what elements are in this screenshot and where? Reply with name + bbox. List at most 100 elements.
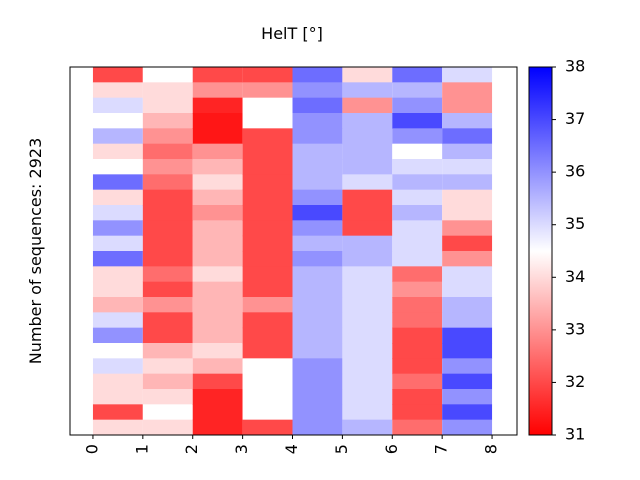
- heatmap-cell: [292, 297, 343, 313]
- heatmap-cell: [142, 159, 193, 175]
- heatmap-cell: [442, 220, 493, 237]
- heatmap-cell: [142, 205, 193, 221]
- heatmap-cell: [142, 281, 193, 298]
- colorbar-tick-label: 32: [565, 372, 585, 391]
- heatmap-cell: [342, 358, 393, 375]
- heatmap-cell: [142, 97, 193, 114]
- heatmap-cell: [342, 220, 393, 237]
- heatmap-cell: [392, 419, 443, 436]
- heatmap-cell: [142, 266, 193, 283]
- heatmap-cell: [92, 373, 143, 390]
- heatmap-cell: [242, 159, 293, 175]
- heatmap-cell: [192, 327, 243, 344]
- heatmap-cell: [142, 174, 193, 191]
- colorbar-tick-label: 37: [565, 109, 585, 128]
- heatmap-cell: [442, 205, 493, 221]
- heatmap-cell: [92, 113, 143, 129]
- heatmap-cell: [442, 174, 493, 191]
- heatmap-cell: [242, 266, 293, 283]
- heatmap-cell: [292, 266, 343, 283]
- heatmap-cell: [92, 312, 143, 329]
- heatmap-cell: [92, 143, 143, 160]
- heatmap-cell: [192, 189, 243, 206]
- heatmap-cell: [292, 113, 343, 129]
- heatmap-cell: [392, 281, 443, 298]
- heatmap-cell: [142, 189, 193, 206]
- heatmap-cell: [242, 189, 293, 206]
- heatmap-cell: [142, 373, 193, 390]
- heatmap-cell: [292, 128, 343, 145]
- heatmap-cell: [192, 97, 243, 114]
- heatmap-cell: [192, 297, 243, 313]
- heatmap-cell: [142, 67, 193, 83]
- heatmap-cell: [342, 97, 393, 114]
- heatmap-cell: [342, 251, 393, 267]
- chart-title: HelT [°]: [261, 24, 323, 43]
- heatmap-cell: [442, 113, 493, 129]
- heatmap-cell: [442, 419, 493, 436]
- colorbar-tick-label: 36: [565, 162, 585, 181]
- heatmap-cell: [392, 251, 443, 267]
- heatmap-cell: [342, 404, 393, 421]
- heatmap-cell: [242, 113, 293, 129]
- x-tick-label: 1: [132, 444, 151, 454]
- heatmap-cell: [142, 389, 193, 405]
- heatmap-cell: [342, 159, 393, 175]
- heatmap-cell: [392, 343, 443, 359]
- colorbar-tick-label: 31: [565, 425, 585, 444]
- heatmap-cell: [192, 343, 243, 359]
- heatmap-cell: [92, 67, 143, 83]
- heatmap-cell: [442, 297, 493, 313]
- colorbar-tick-label: 34: [565, 267, 585, 286]
- heatmap-cell: [242, 373, 293, 390]
- heatmap-cell: [292, 312, 343, 329]
- heatmap-cell: [392, 143, 443, 160]
- heatmap-cell: [392, 159, 443, 175]
- heatmap-cell: [92, 220, 143, 237]
- heatmap-cell: [242, 404, 293, 421]
- heatmap-cell: [392, 189, 443, 206]
- heatmap-cell: [192, 205, 243, 221]
- heatmap-cell: [442, 343, 493, 359]
- heatmap-cell: [142, 404, 193, 421]
- heatmap-cell: [192, 281, 243, 298]
- heatmap-cell: [342, 128, 393, 145]
- heatmap-cell: [142, 220, 193, 237]
- heatmap-cell: [292, 373, 343, 390]
- heatmap-cell: [292, 281, 343, 298]
- colorbar-tick-label: 38: [565, 57, 585, 76]
- heatmap-cell: [392, 82, 443, 99]
- x-tick-label: 8: [482, 444, 501, 454]
- heatmap-cell: [142, 297, 193, 313]
- heatmap-cell: [92, 205, 143, 221]
- heatmap-cell: [92, 235, 143, 252]
- heatmap-cell: [92, 97, 143, 114]
- heatmap-cell: [392, 358, 443, 375]
- heatmap-cell: [442, 189, 493, 206]
- heatmap-cell: [342, 327, 393, 344]
- heatmap-cell: [242, 419, 293, 436]
- heatmap-cell: [392, 97, 443, 114]
- heatmap-cell: [442, 143, 493, 160]
- heatmap-cell: [342, 373, 393, 390]
- heatmap-cell: [192, 312, 243, 329]
- heatmap-cell: [192, 113, 243, 129]
- heatmap-cell: [292, 358, 343, 375]
- heatmap-cell: [392, 389, 443, 405]
- x-tick-label: 2: [182, 444, 201, 454]
- heatmap-cell: [392, 205, 443, 221]
- heatmap-cell: [442, 373, 493, 390]
- heatmap-cell: [142, 419, 193, 436]
- heatmap-cell: [242, 327, 293, 344]
- heatmap-cell: [242, 358, 293, 375]
- heatmap-cell: [242, 389, 293, 405]
- heatmap-cell: [342, 113, 393, 129]
- heatmap-cell: [92, 327, 143, 344]
- heatmap-cell: [342, 312, 393, 329]
- heatmap-cell: [142, 343, 193, 359]
- heatmap-cell: [242, 143, 293, 160]
- heatmap-cell: [442, 251, 493, 267]
- heatmap-cell: [92, 343, 143, 359]
- heatmap-cell: [442, 389, 493, 405]
